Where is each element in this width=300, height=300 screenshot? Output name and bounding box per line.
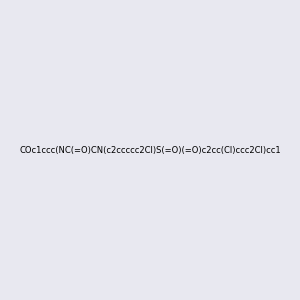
Text: COc1ccc(NC(=O)CN(c2ccccc2Cl)S(=O)(=O)c2cc(Cl)ccc2Cl)cc1: COc1ccc(NC(=O)CN(c2ccccc2Cl)S(=O)(=O)c2c…	[19, 146, 281, 154]
